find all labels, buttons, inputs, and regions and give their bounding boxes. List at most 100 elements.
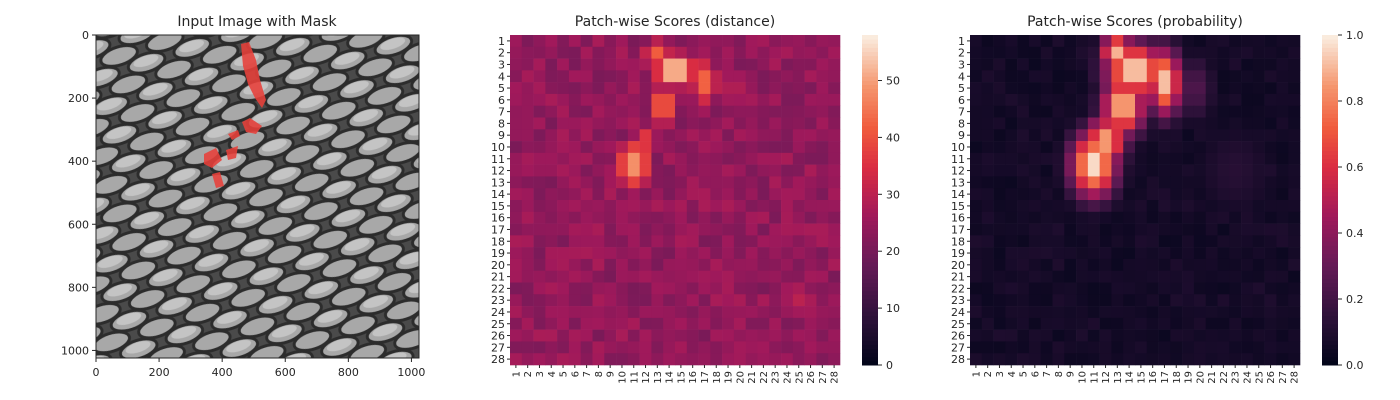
heatmap-cell xyxy=(1005,141,1018,154)
heatmap-cell xyxy=(627,294,640,307)
colorbar-segment xyxy=(862,245,878,250)
heatmap-cell xyxy=(616,152,629,165)
colorbar-segment xyxy=(1322,245,1338,250)
heatmap-cell xyxy=(521,117,534,130)
colorbar-tick-label: 30 xyxy=(886,188,900,201)
heatmap-cell xyxy=(663,306,676,319)
heatmap-cell xyxy=(627,141,640,154)
heatmap-cell xyxy=(1229,46,1242,59)
heatmap-cell xyxy=(970,341,983,354)
heatmap-cell xyxy=(1005,317,1018,330)
heatmap-cell xyxy=(1170,353,1183,366)
heatmap-cell xyxy=(663,294,676,307)
colorbar-segment xyxy=(862,125,878,131)
heatmap-cell xyxy=(1111,341,1124,354)
heatmap-cell xyxy=(1087,164,1100,177)
heatmap-cell xyxy=(816,82,829,95)
colorbar-segment xyxy=(1322,101,1338,106)
heatmap-cell xyxy=(1217,270,1230,283)
heatmap-cell xyxy=(1076,58,1089,71)
heatmap-cell xyxy=(1028,258,1042,272)
heatmap-cell xyxy=(1276,93,1289,107)
heatmap-cell xyxy=(510,152,523,165)
heatmap-cell xyxy=(616,105,629,118)
heatmap-cell xyxy=(970,258,983,272)
heatmap-cell xyxy=(568,35,582,48)
heatmap-cell xyxy=(1276,117,1289,130)
heatmap-cell xyxy=(745,306,758,319)
heatmap-cell xyxy=(675,176,688,189)
heatmap-cell xyxy=(1288,317,1301,330)
heatmap-cell xyxy=(1288,129,1301,142)
heatmap-cell xyxy=(757,329,770,342)
heatmap-cell xyxy=(1288,306,1301,319)
heatmap-cell xyxy=(1111,129,1124,142)
heatmap-cell xyxy=(675,341,688,354)
heatmap-cell xyxy=(1217,129,1230,142)
colorbar-segment xyxy=(1322,129,1338,135)
heatmap-cell xyxy=(1040,58,1053,71)
heatmap-cell xyxy=(568,294,582,307)
heatmap-cell xyxy=(686,282,699,295)
heatmap-cell xyxy=(510,188,523,201)
heatmap-cell xyxy=(733,294,747,307)
heatmap-cell xyxy=(604,353,617,366)
heatmap-cell xyxy=(1099,270,1112,283)
heatmap-cell xyxy=(757,82,770,95)
heatmap-cell xyxy=(663,117,676,130)
heatmap-cell xyxy=(651,176,664,189)
heatmap-cell xyxy=(1252,35,1265,48)
heatmap-cell xyxy=(1076,270,1089,283)
heatmap-cell xyxy=(1052,117,1065,130)
heatmap-cell xyxy=(1205,235,1218,248)
heatmap-cell xyxy=(781,270,794,283)
heatmap-cell xyxy=(1076,211,1089,224)
colorbar-tick-label: 10 xyxy=(886,302,900,315)
heatmap-cell xyxy=(580,129,593,142)
heatmap-cell xyxy=(1170,341,1183,354)
heatmap-cell xyxy=(521,282,534,295)
heatmap-cell xyxy=(1193,82,1207,95)
heatmap-cell xyxy=(981,105,994,118)
heatmap-cell xyxy=(663,58,676,71)
heatmap-cell xyxy=(1135,341,1148,354)
heatmap-cell xyxy=(745,353,758,366)
heatmap-cell xyxy=(521,329,534,342)
y-tick-label: 2 xyxy=(498,47,505,60)
heatmap-cell xyxy=(804,341,817,354)
heatmap-cell xyxy=(568,282,582,295)
heatmap-cell xyxy=(1170,223,1183,236)
colorbar-segment xyxy=(1322,117,1338,123)
heatmap-cell xyxy=(1264,353,1277,366)
heatmap-cell xyxy=(1099,129,1112,142)
heatmap-cell xyxy=(1099,258,1112,272)
colorbar-segment xyxy=(1322,35,1338,40)
heatmap-cell xyxy=(1099,341,1112,354)
heatmap-cell xyxy=(545,258,558,272)
heatmap-cell xyxy=(792,200,805,213)
heatmap-cell xyxy=(1123,258,1136,272)
heatmap-cell xyxy=(1064,235,1077,248)
x-tick-label: 20 xyxy=(1195,371,1206,384)
heatmap-cell xyxy=(627,176,640,189)
heatmap-cell xyxy=(1123,223,1136,236)
colorbar-segment xyxy=(862,43,878,48)
heatmap-cell xyxy=(1146,258,1159,272)
heatmap-cell xyxy=(733,117,747,130)
heatmap-cell xyxy=(816,235,829,248)
heatmap-cell xyxy=(1040,46,1053,59)
heatmap-cell xyxy=(651,105,664,118)
x-tick-label: 1 xyxy=(971,371,982,377)
heatmap-cell xyxy=(828,235,841,248)
colorbar-segment xyxy=(862,311,878,316)
mesh-image xyxy=(96,35,419,358)
heatmap-cell xyxy=(616,164,629,177)
heatmap-cell xyxy=(1099,58,1112,71)
heatmap-cell xyxy=(557,141,570,154)
heatmap-cell xyxy=(816,141,829,154)
heatmap-cell xyxy=(816,247,829,260)
heatmap-cell xyxy=(1028,129,1042,142)
heatmap-cell xyxy=(981,235,994,248)
heatmap-cell xyxy=(663,200,676,213)
